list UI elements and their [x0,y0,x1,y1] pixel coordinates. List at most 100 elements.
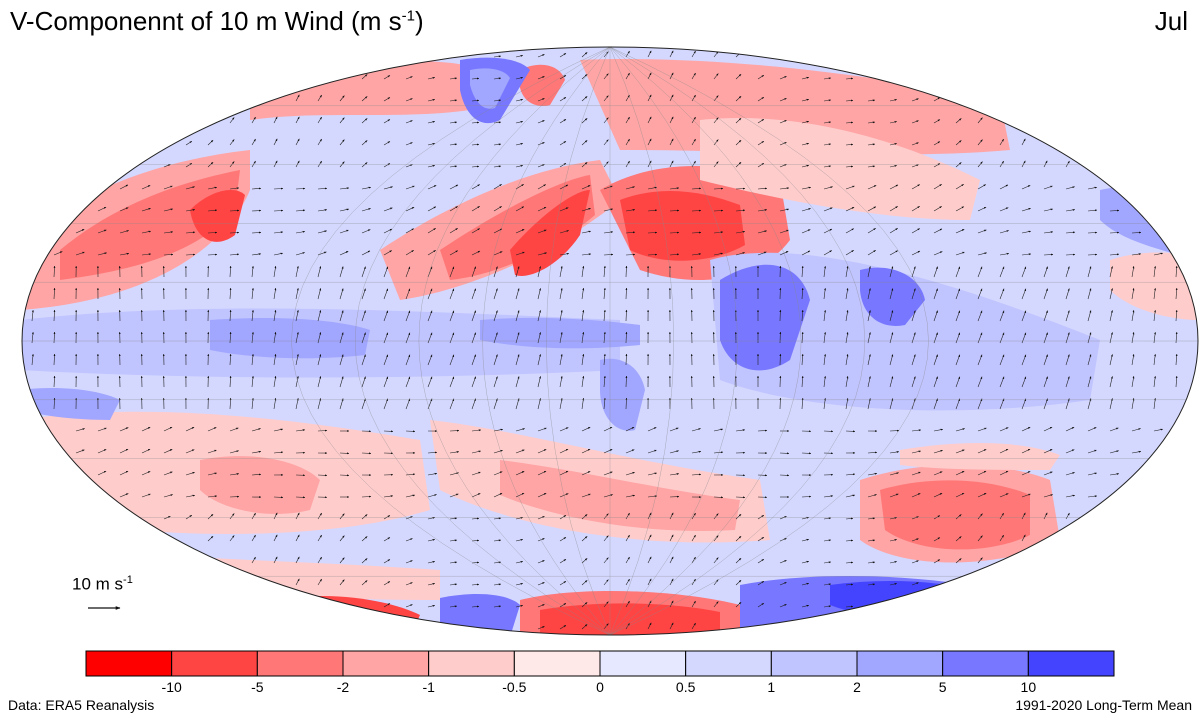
wind-arrow [889,451,900,454]
wind-arrow [317,429,328,432]
wind-arrow [317,398,322,410]
wind-arrow [559,470,569,476]
wind-arrow [933,141,941,146]
wind-arrow [933,398,938,410]
wind-arrow [383,537,391,542]
wind-arrow [647,138,652,146]
wind-arrow [537,266,541,278]
wind-arrow [383,495,394,498]
wind-arrow [1175,353,1178,366]
wind-arrow [229,513,235,520]
wind-arrow [845,517,854,520]
wind-arrow [537,184,547,190]
wind-arrow [339,139,345,146]
wind-arrow [75,428,85,432]
wind-arrow [603,287,606,300]
wind-arrow [625,160,630,168]
wind-arrow [361,514,368,520]
wind-arrow [97,427,107,432]
wind-arrow [889,539,898,542]
wind-arrow [449,583,458,586]
wind-arrow [999,470,1009,476]
wind-arrow [955,206,965,212]
wind-arrow [559,448,569,454]
wind-arrow [669,450,679,454]
wind-arrow [735,557,742,564]
wind-arrow [955,449,965,454]
wind-arrow [339,376,344,388]
wind-arrow [823,165,832,168]
wind-arrow [1109,450,1119,454]
wind-arrow [1087,231,1098,234]
wind-arrow [647,116,652,124]
wind-arrow [669,427,679,432]
wind-arrow [537,98,545,102]
wind-arrow [383,119,391,124]
wind-arrow [383,581,391,586]
wind-arrow [933,119,941,124]
wind-arrow [449,288,455,300]
wind-arrow [185,162,193,168]
wind-arrow [757,602,765,608]
wind-arrow [757,536,765,542]
wind-arrow [537,354,541,366]
colorbar-tick-label: 10 [1021,679,1037,695]
wind-arrow [493,206,502,212]
wind-arrow [383,75,391,80]
wind-arrow [977,557,983,564]
wind-arrow [273,428,284,432]
wind-arrow [383,228,393,234]
wind-arrow [317,266,322,278]
wind-arrow [537,229,547,234]
wind-arrow [1021,185,1031,190]
wind-arrow [537,376,541,388]
wind-arrow [449,121,458,124]
wind-arrow [493,583,502,586]
wind-arrow [427,164,436,168]
colorbar-box [428,650,515,677]
wind-arrow [251,116,256,124]
wind-arrow [933,310,938,322]
wind-arrow [977,117,983,124]
wind-arrow [691,187,702,190]
wind-arrow [647,495,658,498]
wind-arrow [845,265,849,278]
wind-arrow [999,376,1005,388]
wind-arrow [361,398,366,410]
wind-arrow [471,450,482,454]
wind-arrow [251,138,256,146]
wind-arrow [427,560,436,564]
wind-arrow [625,556,630,564]
wind-arrow [603,95,609,102]
wind-arrow [185,140,193,146]
wind-arrow [207,472,218,476]
wind-arrow [119,207,129,212]
wind-arrow [339,251,349,256]
wind-arrow [317,116,322,124]
wind-arrow [999,512,1004,520]
wind-arrow [515,98,524,102]
wind-arrow [163,185,173,190]
wind-arrow [97,449,107,454]
wind-arrow [449,99,458,102]
wind-arrow [383,354,389,366]
wind-arrow [493,184,502,190]
wind-arrow [317,578,322,586]
wind-arrow [427,76,436,80]
wind-arrow [1043,208,1054,212]
wind-arrow [823,561,832,564]
wind-arrow [801,142,810,146]
wind-arrow [559,230,569,234]
wind-arrow [383,332,389,344]
wind-arrow [405,398,411,410]
wind-arrow [493,288,498,300]
wind-arrow [955,470,965,476]
wind-arrow [735,73,742,80]
wind-arrow [537,288,541,300]
wind-arrow [977,398,983,410]
wind-arrow [1153,252,1164,256]
wind-arrow [889,228,898,234]
wind-arrow [801,98,810,102]
wind-arrow [515,266,520,278]
wind-arrow [603,449,613,454]
